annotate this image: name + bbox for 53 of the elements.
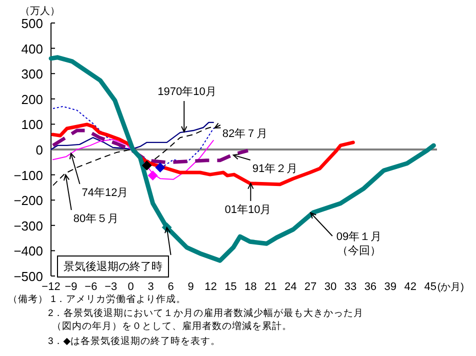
annotation: 1970年10月 [158,86,216,133]
x-tick-label: 6 [168,281,174,293]
x-tick-label: −9 [64,281,78,293]
annotation: 景気後退期の終了時 [64,260,162,273]
x-tick-label: 42 [404,281,417,293]
x-tick-label: 39 [384,281,397,293]
x-tick-label: 15 [224,281,237,293]
annotation: 91年２月 [232,154,298,175]
text: （図内の年月）を０として、雇用者数の増減を累計。 [52,320,292,332]
annotation: 80年５月 [73,213,119,225]
y-tick-label: −500 [14,269,43,284]
x-tick-label: 9 [188,281,194,293]
x-axis-title: (か月) [437,282,464,293]
x-tick-label: 21 [264,281,277,293]
y-tick-label: −100 [14,168,43,183]
y-tick-label: 300 [21,66,43,82]
x-tick-label: 33 [344,281,357,293]
annotation: 1970年10月 [158,86,216,98]
x-tick-label: 27 [304,281,317,293]
x-tick-label: −6 [84,281,98,293]
annotation: 82年７月 [214,122,268,140]
text: 3．◆は各景気後退期の終了時を表す。 [48,335,221,347]
annotation: 74年12月 [69,152,128,199]
annotation: 01年10月 [224,182,272,216]
x-tick-label: −12 [42,281,60,293]
y-tick-label: 400 [21,41,43,56]
y-tick-label: 100 [21,117,43,132]
x-tick-label: 3 [148,281,154,293]
x-tick-label: 30 [324,281,337,293]
annotation: 01年10月 [224,204,272,216]
x-tick-label: 0 [128,281,134,293]
y-tick-label: −200 [14,193,43,208]
x-tick-label: 45 [424,281,436,293]
x-tick-label: 36 [364,281,377,293]
x-tick-label: 18 [244,281,257,293]
annotation: 景気後退期の終了時 [57,226,172,278]
y-axis-title: （万人） [20,6,60,17]
text: 2．各景気後退期において１か月の雇用者数減少幅が最も大きかった月 [48,307,364,319]
x-tick-label: 24 [284,281,297,293]
x-tick-label: 12 [204,281,217,293]
x-tick-label: −3 [104,281,118,293]
annotation: 74年12月 [82,187,128,199]
annotation: 91年２月 [252,163,298,175]
annotation: 09年１月 [310,212,382,243]
y-tick-label: 500 [21,16,43,31]
annotation: （今回） [337,245,381,257]
annotation: 09年１月 [336,231,382,243]
y-tick-label: −400 [14,244,43,259]
text: （備考） 1．アメリカ労働省より作成。 [8,293,186,305]
annotation: 82年７月 [222,128,268,140]
y-tick-label: −300 [14,218,43,234]
y-tick-label: 200 [21,92,43,107]
y-tick-label: 0 [36,142,43,158]
